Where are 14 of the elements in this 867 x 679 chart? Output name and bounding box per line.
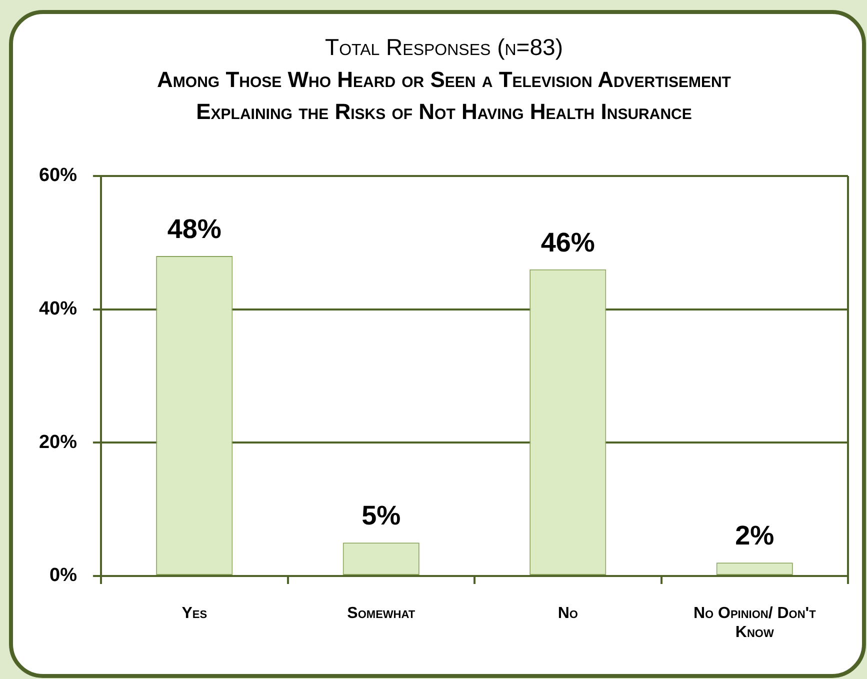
x-tick-label: No [558,605,578,622]
data-label: 5% [362,500,401,531]
y-tick-label: 40% [38,298,78,320]
y-tick-label: 20% [38,432,78,453]
x-tick-label: Somewhat [347,605,416,622]
data-label: 2% [735,520,774,551]
x-tick-label: Yes [182,605,208,622]
y-tick-label: 60% [38,165,78,186]
data-label: 48% [167,214,222,244]
y-tick-label: 0% [50,565,78,586]
chart-subtitle: Total Responses (n=83) [324,33,564,62]
x-tick-label: No Opinion/ Don't Know [693,605,816,642]
data-label: 46% [540,227,595,258]
chart-title: Among Those Who Heard or Seen a Television Advertisement Explaining the Risks of Not Having Health Insurance [156,66,732,126]
